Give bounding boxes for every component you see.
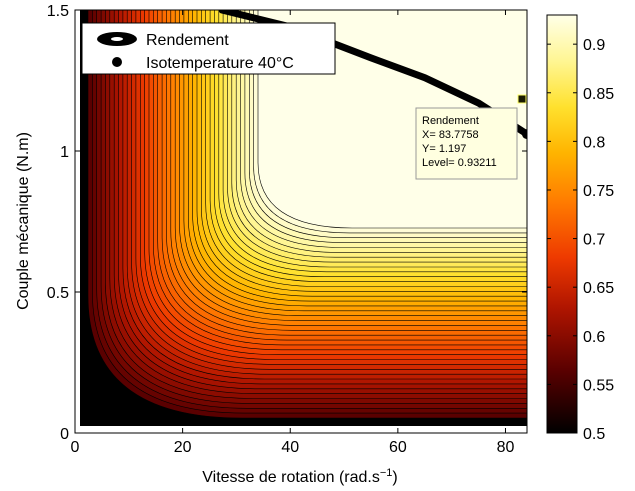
x-tick-label: 0 bbox=[71, 439, 80, 456]
colorbar-tick-label: 0.7 bbox=[583, 232, 605, 249]
datatip-box bbox=[415, 107, 518, 180]
colorbar-ticks: 0.5 0.55 0.6 0.65 0.7 0.75 0.8 0.85 0.9 bbox=[547, 37, 614, 443]
y-tick-label: 0 bbox=[60, 426, 69, 443]
datatip-y: Y= 1.197 bbox=[422, 143, 466, 155]
colorbar-tick-label: 0.65 bbox=[583, 280, 614, 297]
x-tick-label: 20 bbox=[174, 439, 192, 456]
legend-box bbox=[81, 22, 336, 75]
plot-frame bbox=[74, 9, 528, 434]
colorbar-gradient bbox=[547, 15, 577, 433]
colorbar: 0.5 0.55 0.6 0.65 0.7 0.75 0.8 0.85 0.9 bbox=[546, 14, 614, 443]
legend: Rendement Isotemperature 40°C bbox=[81, 22, 336, 75]
colorbar-tick-label: 0.9 bbox=[583, 37, 605, 54]
uncomputed-strip-left bbox=[75, 10, 80, 433]
y-tick-label: 1.5 bbox=[47, 3, 69, 20]
x-tick-label: 40 bbox=[281, 439, 299, 456]
legend-isotemperature-marker bbox=[112, 57, 122, 67]
colorbar-tick-label: 0.6 bbox=[583, 329, 605, 346]
y-axis-label: Couple mécanique (N.m) bbox=[15, 132, 32, 310]
legend-rendement-label: Rendement bbox=[146, 32, 229, 49]
datatip[interactable]: Rendement X= 83.7758 Y= 1.197 Level= 0.9… bbox=[415, 94, 527, 180]
datatip-x: X= 83.7758 bbox=[422, 129, 479, 141]
colorbar-tick-label: 0.55 bbox=[583, 377, 614, 394]
x-axis-ticks: 0 20 40 60 80 bbox=[71, 10, 515, 456]
colorbar-tick-label: 0.5 bbox=[583, 426, 605, 443]
y-tick-label: 0.5 bbox=[47, 285, 69, 302]
colorbar-tick-label: 0.75 bbox=[583, 183, 614, 200]
uncomputed-strip-bottom bbox=[75, 426, 527, 433]
x-tick-label: 60 bbox=[389, 439, 407, 456]
datatip-title: Rendement bbox=[422, 115, 479, 127]
y-axis-ticks: 0 0.5 1 1.5 bbox=[47, 3, 527, 443]
datatip-anchor[interactable] bbox=[517, 94, 527, 104]
colorbar-tick-label: 0.8 bbox=[583, 134, 605, 151]
colorbar-frame bbox=[546, 14, 578, 434]
legend-isotemperature-label: Isotemperature 40°C bbox=[146, 55, 294, 72]
x-tick-label: 80 bbox=[497, 439, 515, 456]
x-axis-label: Vitesse de rotation (rad.s−1) bbox=[202, 467, 397, 486]
colorbar-tick-label: 0.85 bbox=[583, 86, 614, 103]
isotemperature-end-point bbox=[522, 129, 527, 140]
legend-rendement-marker-hole bbox=[111, 37, 123, 41]
datatip-level: Level= 0.93211 bbox=[422, 157, 497, 169]
y-tick-label: 1 bbox=[60, 144, 69, 161]
